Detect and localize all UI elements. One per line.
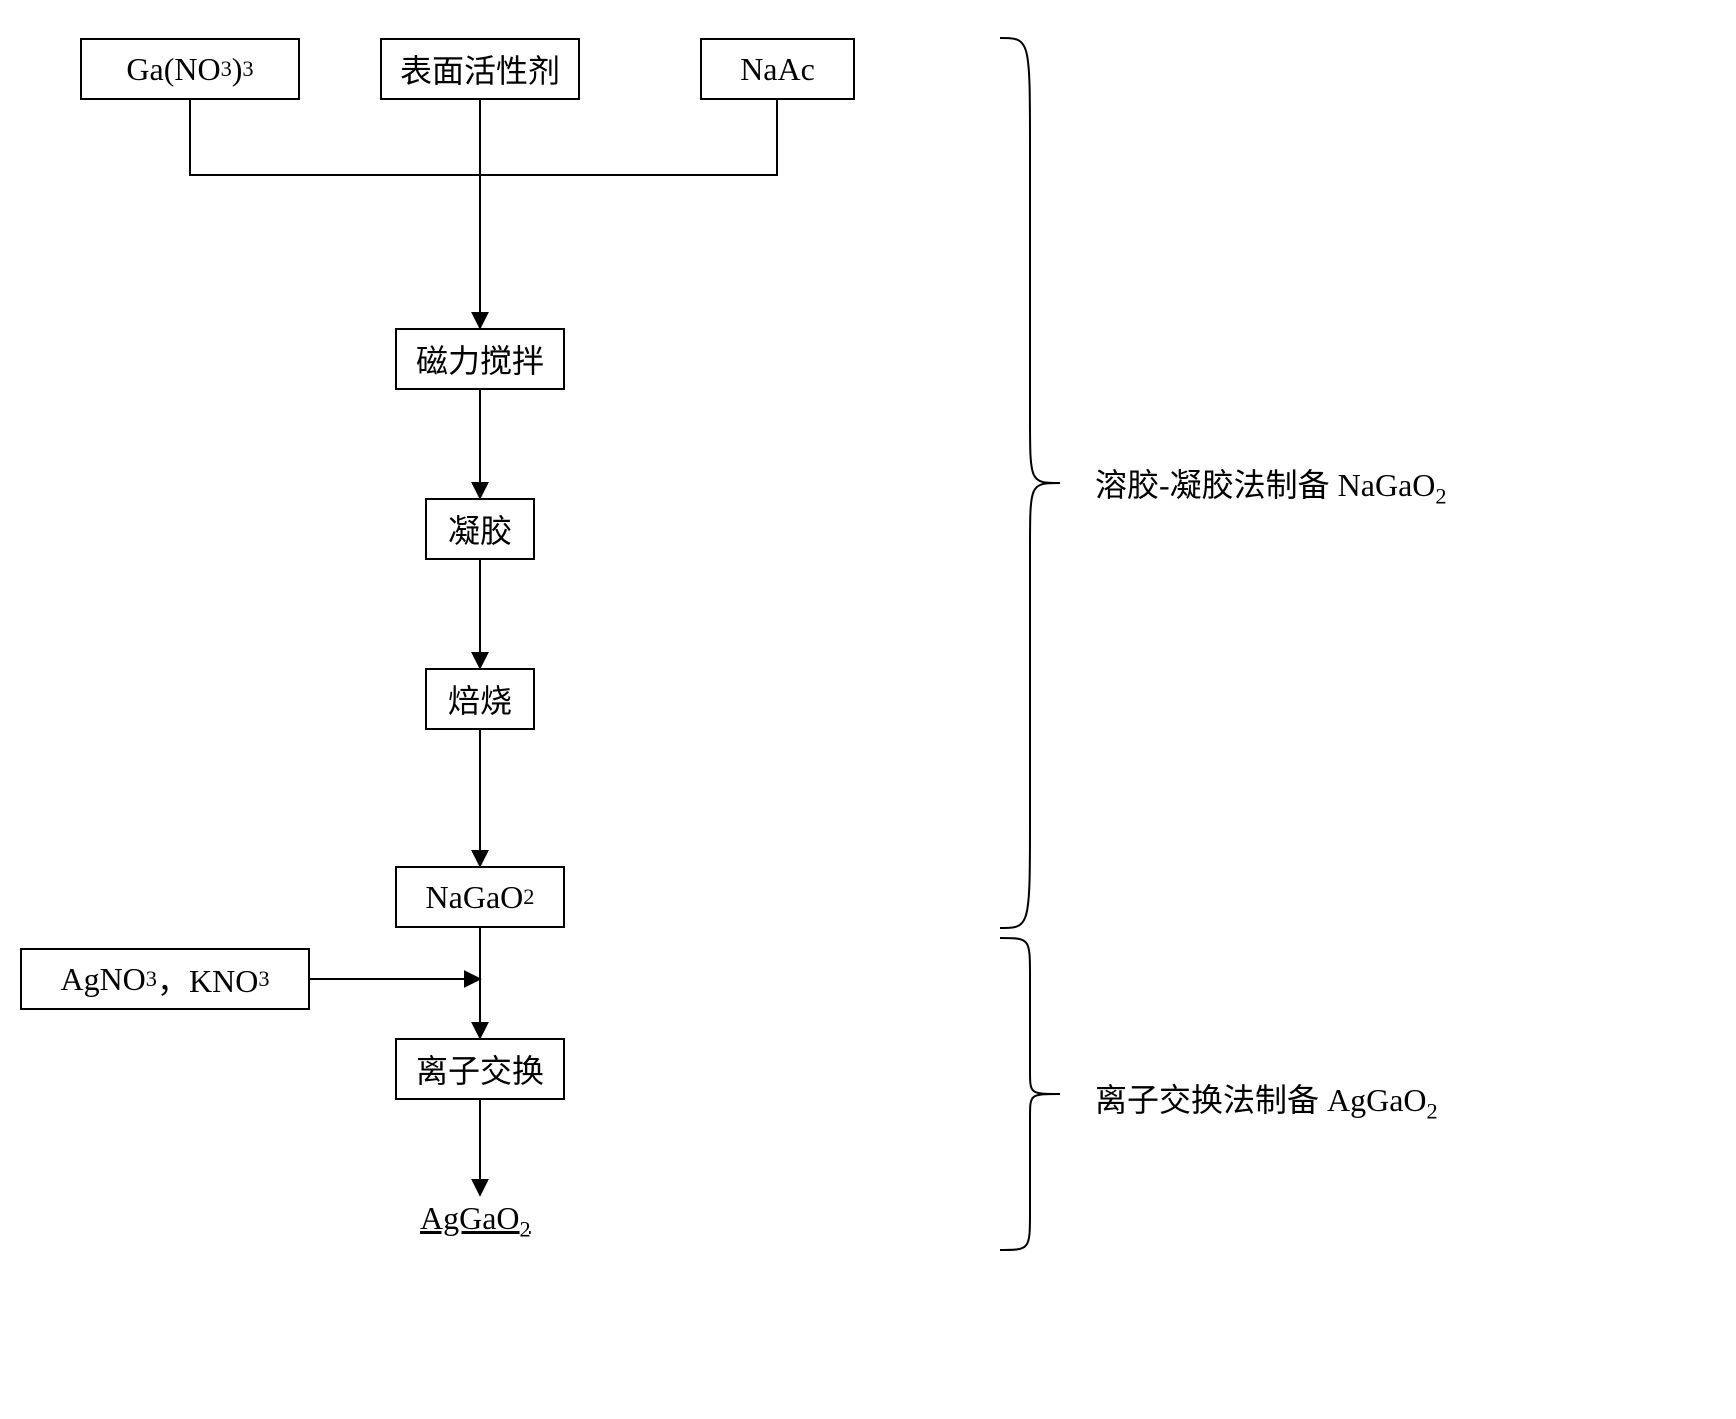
brace-b1 <box>1000 38 1060 928</box>
brace-b2 <box>1000 938 1060 1250</box>
edge-0 <box>190 100 480 175</box>
flow-lines <box>0 0 1736 1419</box>
flow-node-n5: 凝胶 <box>425 498 535 560</box>
flow-node-n4: 磁力搅拌 <box>395 328 565 390</box>
flow-node-n8: AgNO3，KNO3 <box>20 948 310 1010</box>
flow-node-n2: 表面活性剂 <box>380 38 580 100</box>
flow-node-n1: Ga(NO3)3 <box>80 38 300 100</box>
flow-node-n9: 离子交换 <box>395 1038 565 1100</box>
flow-final-n10: AgGaO2 <box>420 1200 531 1242</box>
annotation-a2: 离子交换法制备 AgGaO2 <box>1095 1075 1438 1124</box>
edge-2 <box>480 100 777 175</box>
flow-node-n3: NaAc <box>700 38 855 100</box>
flow-node-n6: 焙烧 <box>425 668 535 730</box>
flow-node-n7: NaGaO2 <box>395 866 565 928</box>
annotation-a1: 溶胶-凝胶法制备 NaGaO2 <box>1095 460 1447 509</box>
